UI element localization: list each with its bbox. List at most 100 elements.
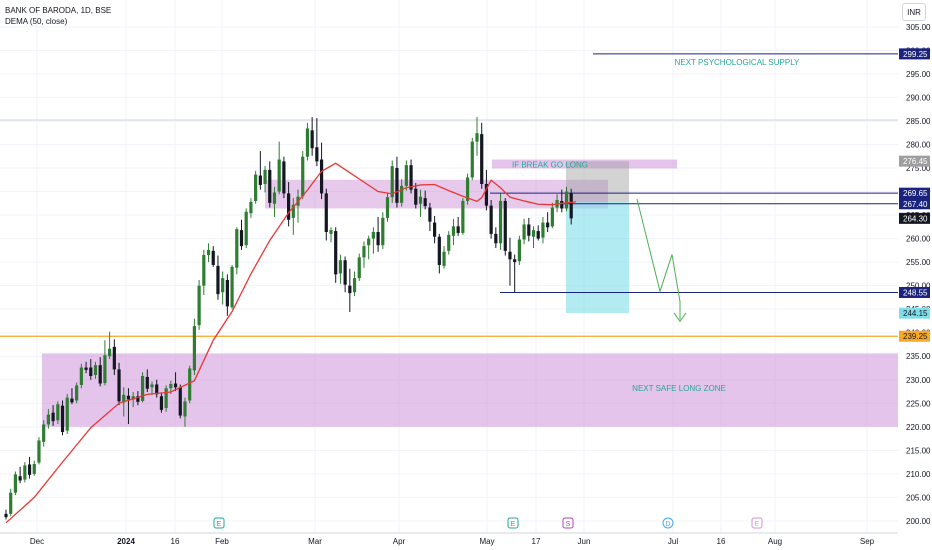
x-tick-label: 16 xyxy=(717,537,726,546)
candle-body xyxy=(433,222,437,237)
candle-body xyxy=(244,211,248,246)
y-tick-label: 220.00 xyxy=(906,423,931,432)
candle-body xyxy=(98,365,102,384)
price-label: 239.25 xyxy=(903,332,928,341)
candle-body xyxy=(93,365,98,376)
candle-body xyxy=(423,198,427,207)
y-tick-label: 200.00 xyxy=(906,517,931,526)
candle-body xyxy=(249,201,253,214)
candle-body xyxy=(140,376,145,401)
candle-body xyxy=(531,230,536,237)
price-label: 269.65 xyxy=(903,189,928,198)
candle-body xyxy=(381,217,385,246)
candle-body xyxy=(9,492,13,514)
candle-body xyxy=(409,165,413,190)
y-tick-label: 235.00 xyxy=(906,352,931,361)
price-label: 276.45 xyxy=(903,157,928,166)
y-tick-label: 230.00 xyxy=(906,376,931,385)
y-tick-label: 250.00 xyxy=(906,282,931,291)
candle-body xyxy=(282,161,286,194)
candle-body xyxy=(367,238,371,246)
candle-body xyxy=(56,404,60,421)
candle-body xyxy=(202,255,206,286)
candle-body xyxy=(301,156,305,197)
y-tick-label: 225.00 xyxy=(906,399,931,408)
x-tick-label: Apr xyxy=(393,537,406,546)
price-label-bg xyxy=(899,187,930,199)
candle-body xyxy=(221,278,225,293)
candle-body xyxy=(277,159,281,192)
event-marker-label: E xyxy=(755,521,760,528)
event-marker xyxy=(507,517,519,529)
price-label-bg xyxy=(899,286,930,298)
annotation-break: IF BREAK GO LONG xyxy=(512,161,588,170)
price-label-bg xyxy=(899,307,930,319)
chart-legend: BANK OF BARODA, 1D, BSE DEMA (50, close) xyxy=(5,5,111,27)
candle-body xyxy=(173,383,178,388)
candle-body xyxy=(352,278,357,293)
price-label: 267.40 xyxy=(903,200,928,209)
candle-body xyxy=(37,440,41,463)
y-tick-label: 280.00 xyxy=(906,140,931,149)
y-tick-label: 215.00 xyxy=(906,446,931,455)
candle-body xyxy=(89,367,93,376)
candle-body xyxy=(178,387,182,416)
candle-body xyxy=(32,464,36,474)
candle-body xyxy=(451,226,456,236)
candle-body xyxy=(517,239,521,262)
x-tick-label: 16 xyxy=(171,537,180,546)
candle-body xyxy=(216,265,220,295)
candle-body xyxy=(230,266,234,308)
price-label-bg xyxy=(899,212,930,224)
candle-body xyxy=(239,230,244,247)
candle-body xyxy=(522,224,526,240)
candle-body xyxy=(75,385,79,401)
candle-body xyxy=(319,159,324,194)
projection-arrowhead xyxy=(673,312,687,323)
currency-button[interactable]: INR xyxy=(902,3,926,21)
y-tick-label: 295.00 xyxy=(906,70,931,79)
candle-body xyxy=(480,134,484,184)
candle-body xyxy=(159,396,164,410)
candle-body xyxy=(357,257,361,279)
x-tick-label: Dec xyxy=(30,537,44,546)
target-zone xyxy=(566,201,629,314)
x-tick-label: Mar xyxy=(308,537,322,546)
x-tick-label: 17 xyxy=(532,537,541,546)
candle-body xyxy=(536,231,540,239)
price-label-bg xyxy=(899,330,930,342)
candle-body xyxy=(169,384,173,389)
event-marker xyxy=(751,517,763,529)
candle-body xyxy=(23,465,27,480)
candle-body xyxy=(404,165,408,186)
price-label-bg xyxy=(899,48,930,60)
y-tick-label: 290.00 xyxy=(906,93,931,102)
x-tick-label: Feb xyxy=(215,537,229,546)
candle-body xyxy=(503,200,507,251)
event-marker-label: E xyxy=(511,521,516,528)
price-label-bg xyxy=(899,155,930,167)
candle-body xyxy=(197,285,201,326)
candle-body xyxy=(385,197,390,218)
candle-body xyxy=(65,397,69,431)
candle-body xyxy=(334,231,338,275)
candle-body xyxy=(564,191,569,209)
candle-body xyxy=(484,184,489,206)
candle-body xyxy=(498,200,503,244)
x-tick-label: Jul xyxy=(668,537,678,546)
x-tick-label: Sep xyxy=(860,537,875,546)
candle-body xyxy=(18,476,22,481)
candle-body xyxy=(442,251,446,266)
candle-body xyxy=(395,168,399,203)
candle-body xyxy=(400,185,404,203)
candle-body xyxy=(4,513,8,518)
y-tick-label: 255.00 xyxy=(906,258,931,267)
candle-body xyxy=(254,174,258,201)
candle-body xyxy=(338,260,343,274)
candle-body xyxy=(225,280,229,307)
candle-body xyxy=(376,232,380,246)
candle-body xyxy=(541,222,545,238)
candle-body xyxy=(508,251,512,260)
price-label: 264.30 xyxy=(903,214,928,223)
